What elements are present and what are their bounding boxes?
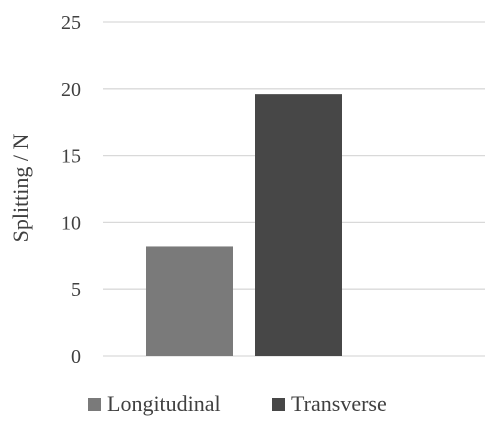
legend-swatch (88, 398, 101, 411)
y-tick-label: 10 (61, 212, 81, 234)
y-tick-label: 15 (61, 146, 81, 168)
y-axis-ticks: 0 5 10 15 20 25 (61, 12, 81, 368)
y-tick-label: 5 (71, 279, 81, 301)
legend-label: Transverse (291, 391, 387, 416)
y-tick-label: 0 (71, 346, 81, 368)
bar-transverse (255, 94, 342, 357)
bars (146, 94, 342, 357)
y-tick-label: 25 (61, 12, 81, 34)
legend-label: Longitudinal (107, 391, 221, 416)
y-tick-label: 20 (61, 79, 81, 101)
y-axis-title: Splitting / N (8, 133, 33, 242)
legend-swatch (272, 398, 285, 411)
bar-longitudinal (146, 246, 233, 356)
legend: Longitudinal Transverse (88, 391, 387, 416)
